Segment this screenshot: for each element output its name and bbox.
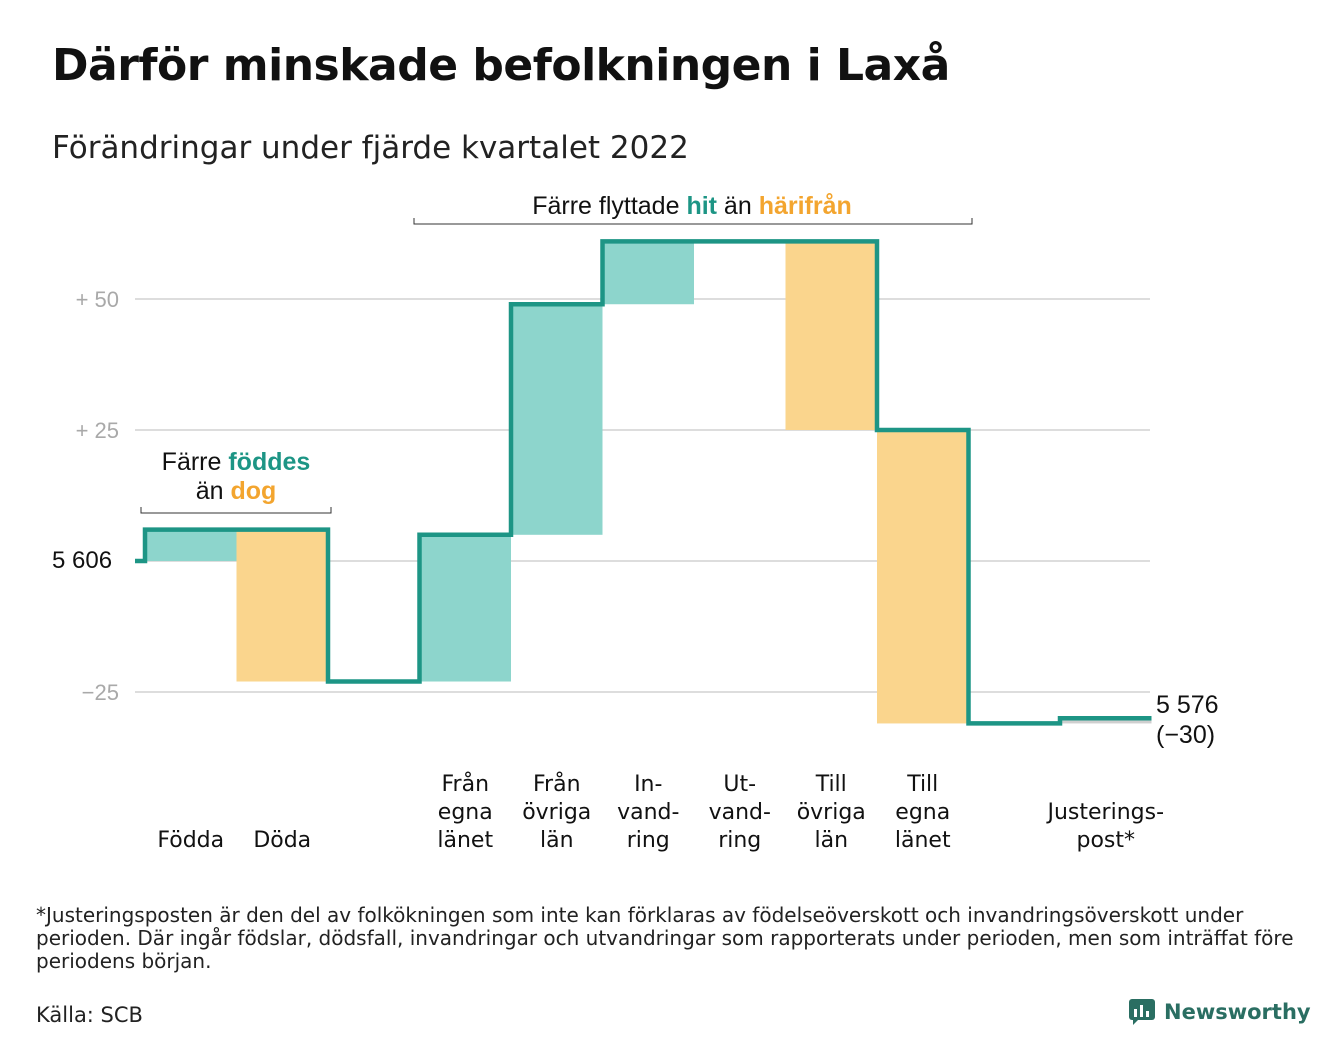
source-note: Källa: SCB [36,1003,143,1027]
y-tick-label: −25 [82,680,119,705]
births-annotation-a: Färre [162,448,229,476]
births-annotation: Färre föddes än dog [140,448,332,514]
bar-increase [602,241,694,305]
migration-annotation-b: hit [686,192,717,220]
category-label: Döda [253,828,311,853]
births-annotation-c: än [196,477,231,505]
footnote: *Justeringsposten är den del av folkökni… [36,903,1294,973]
bars [145,241,1152,724]
category-label: Justerings- [1045,800,1164,825]
migration-bracket [413,218,973,225]
bar-increase [145,529,237,561]
category-label: län [814,828,848,853]
brand-name: Newsworthy [1164,1000,1311,1024]
births-bracket [140,507,332,514]
category-label: Födda [157,828,224,853]
category-label: Till [906,772,938,797]
category-label: vand- [617,800,679,825]
svg-text:Färre flyttade hit än härifrån: Färre flyttade hit än härifrån [532,192,852,220]
category-label: länet [437,828,493,853]
end-change-label: (−30) [1156,721,1215,749]
end-value-label: 5 576 [1156,691,1219,719]
category-label: övriga [522,800,591,825]
category-label: län [540,828,574,853]
category-label: egna [895,800,950,825]
bar-adjust [1060,718,1152,724]
births-annotation-d: dog [230,477,276,505]
newsworthy-logo-icon [1129,999,1155,1025]
migration-annotation-a: Färre flyttade [532,192,686,220]
brand-logo: Newsworthy [1128,998,1311,1026]
category-label: egna [438,800,493,825]
chart-subtitle: Förändringar under fjärde kvartalet 2022 [52,130,689,166]
category-label: Från [533,771,581,797]
bar-increase [511,304,603,535]
waterfall-chart: + 50 + 25 −25 Födda Döda Från egna länet Från öv… [52,192,1219,853]
migration-annotation-c: än [717,192,759,220]
start-value-label: 5 606 [52,547,112,574]
category-label: Från [441,771,489,797]
bar-decrease [236,529,328,682]
bar-decrease [785,241,877,430]
births-annotation-b: föddes [228,448,310,476]
category-label: övriga [797,800,866,825]
category-labels: Födda Döda Från egna länet Från övriga län In-va… [157,771,1164,853]
svg-text:än dog: än dog [196,477,277,505]
category-label: ring [627,828,670,853]
migration-annotation: Färre flyttade hit än härifrån [413,192,973,225]
migration-annotation-d: härifrån [759,192,852,220]
y-tick-label: + 25 [76,418,119,443]
category-label: vand- [709,800,771,825]
category-label: In- [634,772,662,797]
category-label: Ut- [723,772,756,797]
svg-text:Färre föddes: Färre föddes [162,448,311,476]
category-label: ring [718,828,761,853]
bar-decrease [877,430,969,724]
y-tick-label: + 50 [76,287,119,312]
running-total-line [135,239,1152,726]
running-total-path [135,239,1152,726]
chart-title: Därför minskade befolkningen i Laxå [52,40,950,91]
bar-increase [419,534,511,682]
category-label: Till [815,772,847,797]
category-label: länet [895,828,951,853]
category-label: post* [1076,828,1135,853]
